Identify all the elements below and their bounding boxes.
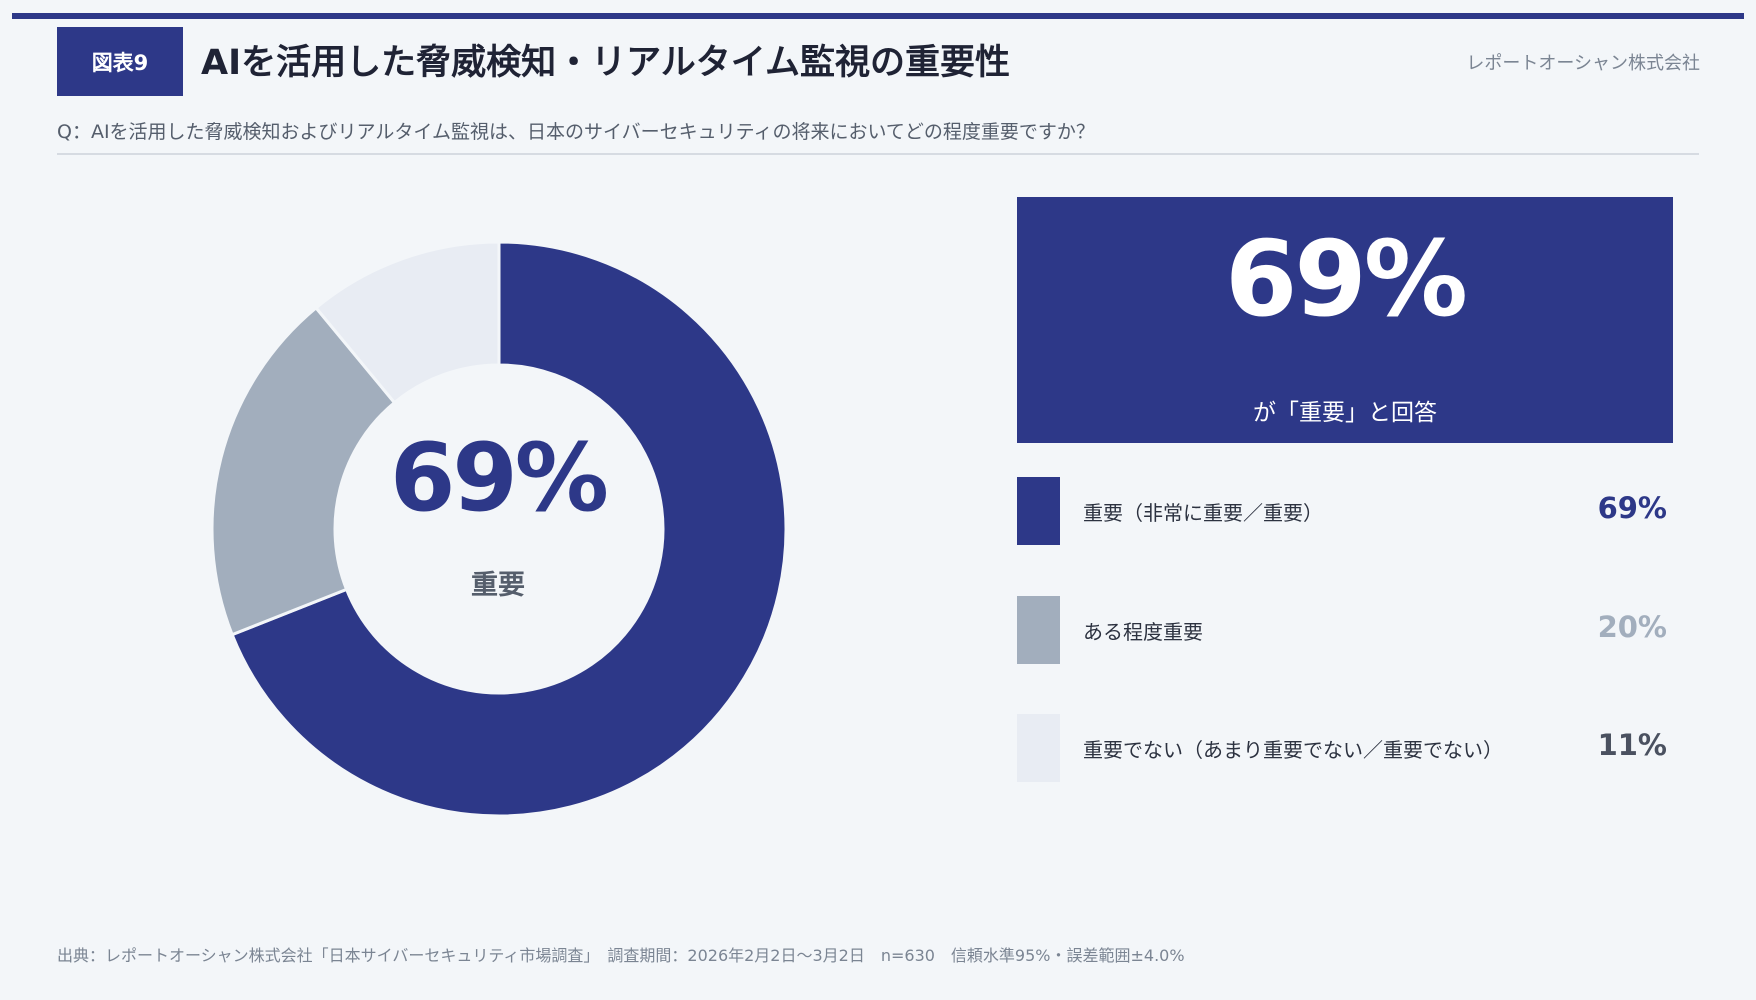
top-rule (12, 13, 1744, 19)
legend-swatch (1017, 596, 1060, 664)
legend-item-important: 重要（非常に重要／重要） 69% (1017, 477, 1667, 545)
legend-swatch (1017, 477, 1060, 545)
legend-label: ある程度重要 (1083, 620, 1203, 644)
highlight-value: 69% (1225, 218, 1468, 340)
page-title: AIを活用した脅威検知・リアルタイム監視の重要性 (201, 43, 1011, 83)
highlight-caption: が「重要」と回答 (1253, 400, 1437, 426)
legend-swatch (1017, 714, 1060, 782)
legend-value: 20% (1597, 610, 1667, 644)
legend-value: 69% (1597, 491, 1667, 525)
divider (57, 153, 1699, 155)
legend-item-somewhat-important: ある程度重要 20% (1017, 596, 1667, 664)
highlight-panel: 69% が「重要」と回答 (1017, 197, 1673, 443)
donut-center-value: 69% (390, 424, 609, 533)
legend-label: 重要（非常に重要／重要） (1083, 501, 1323, 525)
donut-center-label: 重要 (471, 570, 525, 601)
legend-value: 11% (1597, 728, 1667, 762)
survey-question: Q：AIを活用した脅威検知およびリアルタイム監視は、日本のサイバーセキュリティの… (57, 121, 1095, 143)
donut-slice-not-important (313, 240, 501, 405)
source-footnote: 出典：レポートオーシャン株式会社「日本サイバーセキュリティ市場調査」 調査期間：… (57, 946, 1185, 965)
legend-label: 重要でない（あまり重要でない／重要でない） (1083, 738, 1503, 762)
figure-badge: 図表9 (57, 27, 183, 96)
company-name: レポートオーシャン株式会社 (1466, 53, 1700, 74)
legend-item-not-important: 重要でない（あまり重要でない／重要でない） 11% (1017, 714, 1667, 782)
